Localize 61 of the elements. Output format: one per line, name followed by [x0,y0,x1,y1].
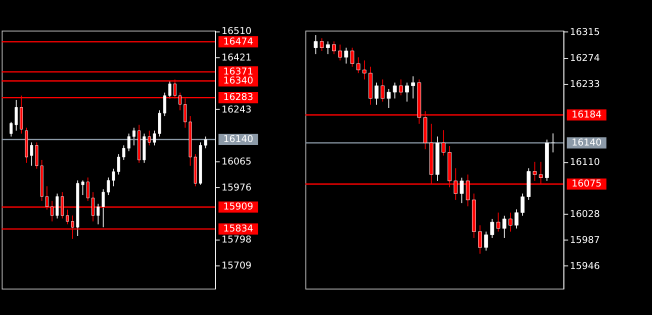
candlestick [496,212,500,232]
candlestick [117,154,120,175]
candlestick [484,231,488,252]
ref-line-label: 15834 [223,224,254,235]
candlestick [106,177,110,196]
candlestick [30,142,34,166]
y-tick-label: 16243 [221,104,252,116]
candlestick [532,161,537,182]
candlestick [350,47,354,68]
y-tick-label: 15987 [570,234,600,246]
candlestick [326,40,330,55]
candlestick [411,76,416,99]
candlestick [490,218,494,238]
candlestick [380,79,385,102]
candlestick [320,38,324,52]
y-tick-label: 16233 [570,78,600,90]
ref-line-label: 16184 [572,110,602,121]
y-tick-label: 16110 [570,156,600,168]
candlestick [86,177,90,202]
y-tick-label: 16065 [221,156,252,168]
ref-line-label: 16474 [223,36,254,48]
y-tick-label: 16510 [221,26,252,38]
y-tick-label: 16421 [221,52,252,64]
ref-line-label: 16283 [223,92,254,104]
candlestick [502,215,506,238]
candlestick [204,136,208,149]
candlestick [314,34,318,55]
candlestick [66,209,69,225]
candlestick [344,47,348,64]
y-tick-label: 15946 [570,260,600,272]
candlestick [460,177,464,204]
candlestick [132,127,136,146]
ref-line-label: 16075 [572,178,602,190]
ref-line-label: 16140 [572,137,602,148]
candlestick [478,224,482,254]
candlestick [386,88,391,108]
y-tick-label: 15709 [221,260,252,272]
ref-line-label: 16340 [223,76,254,87]
candlestick [392,82,397,99]
candlestick [338,44,342,61]
candlestick [112,168,116,187]
candlestick [158,110,162,137]
ref-line-label: 16371 [223,66,254,78]
candlestick [520,193,525,216]
candlestick [514,208,518,229]
y-tick-label: 16274 [570,52,600,64]
ref-line-label: 16140 [223,134,254,146]
y-tick-label: 15798 [221,234,252,246]
candlestick [374,82,379,106]
candlestick [442,130,446,156]
candlestick [152,130,156,146]
candlestick [398,79,403,96]
ref-line-label: 15909 [223,202,254,213]
candlestick [508,212,512,232]
y-tick-label: 15976 [221,182,252,194]
y-tick-label: 16315 [570,26,600,38]
candlestick [362,60,366,80]
y-tick-label: 16028 [570,208,600,220]
candlestick [405,82,409,102]
candlestick [332,40,336,55]
candlestick [356,56,360,74]
